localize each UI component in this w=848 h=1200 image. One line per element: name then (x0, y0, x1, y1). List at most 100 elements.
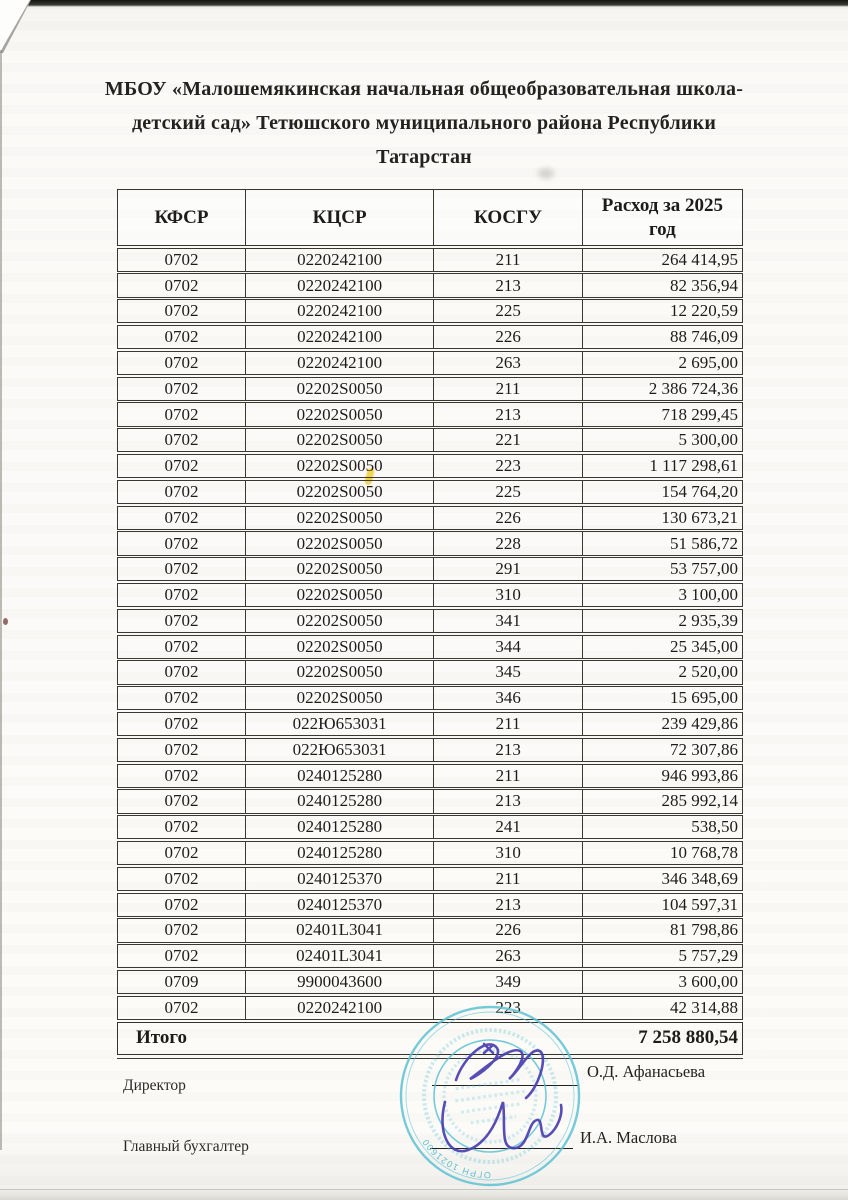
table-cell: 239 429,86 (661, 714, 738, 734)
table-cell: 0702 (118, 558, 246, 581)
table-cell: 345 (434, 661, 583, 684)
table-cell: 0702 (118, 300, 246, 323)
table-cell: 213 (434, 403, 583, 426)
table-cell: 10 768,78 (669, 843, 738, 863)
table-row: 0702 0220242100 211 264 414,95 (117, 247, 743, 272)
table-cell: 346 348,69 (661, 868, 738, 888)
scan-bottom-edge (0, 1189, 848, 1190)
table-cell: 02202S0050 (246, 403, 435, 426)
table-cell: 02202S0050 (246, 687, 435, 710)
table-cell: 0220242100 (246, 325, 435, 349)
table-cell: 213 (434, 274, 583, 297)
table-row: 0702 02202S0050 345 2 520,00 (117, 660, 743, 685)
table-cell: 263 (434, 351, 583, 375)
table-row: 0702 0240125280 241 538,50 (117, 815, 743, 840)
table-cell: 0702 (118, 661, 246, 684)
director-name: О.Д. Афанасьева (587, 1062, 706, 1081)
table-cell: 223 (434, 454, 583, 478)
table-cell: 42 314,88 (669, 997, 738, 1017)
table-cell: 538,50 (691, 817, 738, 837)
table-row: 0702 0240125370 213 104 597,31 (117, 892, 743, 917)
table-cell: 225 (434, 480, 583, 504)
table-cell: 022Ю653031 (246, 738, 435, 762)
table-cell: 2 520,00 (678, 662, 738, 682)
table-cell: 0702 (118, 738, 246, 762)
table-row: 0702 02202S0050 346 15 695,00 (117, 686, 743, 711)
table-row: 0702 0220242100 226 88 746,09 (117, 324, 743, 350)
table-cell: 241 (434, 816, 583, 839)
table-outer-border-line (117, 1057, 743, 1059)
table-cell: 72 307,86 (669, 739, 738, 759)
table-cell: 53 757,00 (669, 559, 738, 579)
table-cell: 02401L3041 (246, 945, 435, 968)
table-cell: 225 (434, 300, 583, 323)
document-title: МБОУ «Малошемякинская начальная общеобра… (104, 72, 744, 174)
official-round-stamp: ОГРН 1021600 (399, 1005, 581, 1189)
table-cell: 226 (434, 919, 583, 942)
table-cell: 0220242100 (246, 248, 435, 271)
table-cell: 3 100,00 (678, 585, 738, 605)
table-body: 0702 0220242100 211 264 414,95 0702 022024210… (117, 247, 743, 1020)
table-row: 0702 02202S0050 226 130 673,21 (117, 505, 743, 530)
header-expense-2025: Расход за 2025 год (601, 194, 724, 240)
table-cell: 0220242100 (246, 996, 435, 1019)
table-cell: 02202S0050 (246, 377, 435, 400)
table-cell: 9900043600 (246, 970, 435, 994)
table-cell: 02202S0050 (246, 635, 435, 658)
table-cell: 211 (434, 712, 583, 736)
table-cell: 211 (434, 248, 583, 271)
accountant-name: И.А. Маслова (580, 1128, 677, 1147)
table-row: 0702 02202S0050 213 718 299,45 (117, 402, 743, 427)
table-cell: 0240125280 (246, 790, 435, 813)
table-cell: 228 (434, 532, 583, 555)
table-cell: 0702 (118, 532, 246, 555)
table-row: 0702 02202S0050 310 3 100,00 (117, 582, 743, 608)
title-line: детский сад» Тетюшского муниципального р… (131, 112, 717, 134)
table-cell: 104 597,31 (661, 894, 738, 914)
table-cell: 2 386 724,36 (648, 378, 738, 398)
table-cell: 0702 (118, 790, 246, 813)
scan-ink-dot (3, 618, 8, 625)
table-cell: 82 356,94 (669, 275, 738, 295)
table-cell: 0702 (118, 506, 246, 529)
table-cell: 349 (434, 970, 583, 994)
table-cell: 0702 (118, 325, 246, 349)
director-signature-stroke (454, 1043, 545, 1100)
table-cell: 211 (434, 764, 583, 787)
table-cell: 226 (434, 506, 583, 529)
table-cell: 718 299,45 (661, 404, 738, 424)
scan-top-edge (0, 0, 848, 7)
table-cell: 02202S0050 (246, 480, 435, 504)
table-cell: 0702 (118, 996, 246, 1019)
table-row: 0702 02401L3041 226 81 798,86 (117, 918, 743, 943)
table-cell: 0240125370 (246, 893, 435, 916)
table-cell: 1 117 298,61 (649, 456, 738, 476)
handwritten-signatures (441, 1042, 563, 1153)
table-cell: 81 798,86 (669, 920, 738, 940)
table-row: 0702 0240125280 213 285 992,14 (117, 789, 743, 814)
table-cell: 0702 (118, 274, 246, 297)
table-cell: 02202S0050 (246, 583, 435, 607)
table-row: 0702 022Ю653031 213 72 307,86 (117, 737, 743, 763)
table-row: 0702 02202S0050 344 25 345,00 (117, 634, 743, 659)
table-cell: 0702 (118, 429, 246, 452)
table-cell: 0702 (118, 480, 246, 504)
table-cell: 0702 (118, 454, 246, 478)
table-cell: 213 (434, 893, 583, 916)
table-cell: 02202S0050 (246, 532, 435, 555)
director-signature-line (432, 1085, 579, 1086)
table-cell: 0702 (118, 635, 246, 658)
table-cell: 223 (434, 996, 583, 1019)
table-cell: 0702 (118, 712, 246, 736)
table-cell: 0702 (118, 867, 246, 891)
table-cell: 0709 (118, 970, 246, 994)
table-row: 0702 0240125280 310 10 768,78 (117, 840, 743, 866)
table-row: 0702 02202S0050 225 154 764,20 (117, 479, 743, 505)
table-cell: 022Ю653031 (246, 712, 435, 736)
table-cell: 310 (434, 841, 583, 865)
table-cell: 02202S0050 (246, 506, 435, 529)
scan-left-edge (0, 50, 2, 1150)
header-kosgu: КОСГУ (434, 190, 583, 245)
table-cell: 946 993,86 (661, 765, 738, 785)
